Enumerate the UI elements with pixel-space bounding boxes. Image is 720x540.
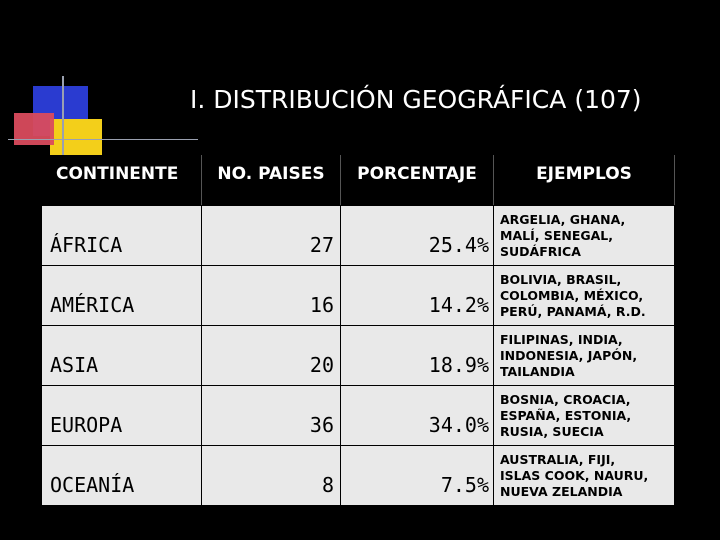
- cell-continente: OCEANÍA: [41, 445, 202, 506]
- cell-continente: ASIA: [41, 325, 202, 386]
- header-no-paises: NO. PAISES: [201, 155, 341, 206]
- header-ejemplos: EJEMPLOS: [493, 155, 675, 206]
- cell-paises: 36: [201, 385, 341, 446]
- header-continente: CONTINENTE: [41, 155, 202, 206]
- distribution-table: CONTINENTE NO. PAISES PORCENTAJE EJEMPLO…: [41, 155, 675, 506]
- cell-continente: AMÉRICA: [41, 265, 202, 326]
- cell-paises: 20: [201, 325, 341, 386]
- table-row: EUROPA 36 34.0% BOSNIA, CROACIA, ESPAÑA,…: [41, 385, 675, 446]
- cell-continente: EUROPA: [41, 385, 202, 446]
- table-row: AMÉRICA 16 14.2% BOLIVIA, BRASIL, COLOMB…: [41, 265, 675, 326]
- cell-ejemplos: FILIPINAS, INDIA, INDONESIA, JAPÓN, TAIL…: [493, 325, 675, 386]
- decorative-vertical-line: [62, 76, 64, 160]
- table-row: OCEANÍA 8 7.5% AUSTRALIA, FIJI, ISLAS CO…: [41, 445, 675, 506]
- table-header-row: CONTINENTE NO. PAISES PORCENTAJE EJEMPLO…: [41, 155, 675, 206]
- header-porcentaje: PORCENTAJE: [340, 155, 494, 206]
- table-row: ASIA 20 18.9% FILIPINAS, INDIA, INDONESI…: [41, 325, 675, 386]
- cell-paises: 8: [201, 445, 341, 506]
- cell-porcentaje: 25.4%: [340, 205, 494, 266]
- cell-porcentaje: 14.2%: [340, 265, 494, 326]
- cell-paises: 16: [201, 265, 341, 326]
- cell-ejemplos: BOSNIA, CROACIA, ESPAÑA, ESTONIA, RUSIA,…: [493, 385, 675, 446]
- cell-porcentaje: 18.9%: [340, 325, 494, 386]
- decorative-horizontal-line: [8, 139, 198, 140]
- slide-title: I. DISTRIBUCIÓN GEOGRÁFICA (107): [190, 85, 642, 114]
- cell-ejemplos: AUSTRALIA, FIJI, ISLAS COOK, NAURU, NUEV…: [493, 445, 675, 506]
- cell-paises: 27: [201, 205, 341, 266]
- cell-porcentaje: 7.5%: [340, 445, 494, 506]
- decorative-yellow-square: [50, 119, 102, 157]
- table-row: ÁFRICA 27 25.4% ARGELIA, GHANA, MALÍ, SE…: [41, 205, 675, 266]
- decorative-red-square: [14, 113, 54, 145]
- cell-continente: ÁFRICA: [41, 205, 202, 266]
- cell-ejemplos: ARGELIA, GHANA, MALÍ, SENEGAL, SUDÁFRICA: [493, 205, 675, 266]
- cell-ejemplos: BOLIVIA, BRASIL, COLOMBIA, MÉXICO, PERÚ,…: [493, 265, 675, 326]
- cell-porcentaje: 34.0%: [340, 385, 494, 446]
